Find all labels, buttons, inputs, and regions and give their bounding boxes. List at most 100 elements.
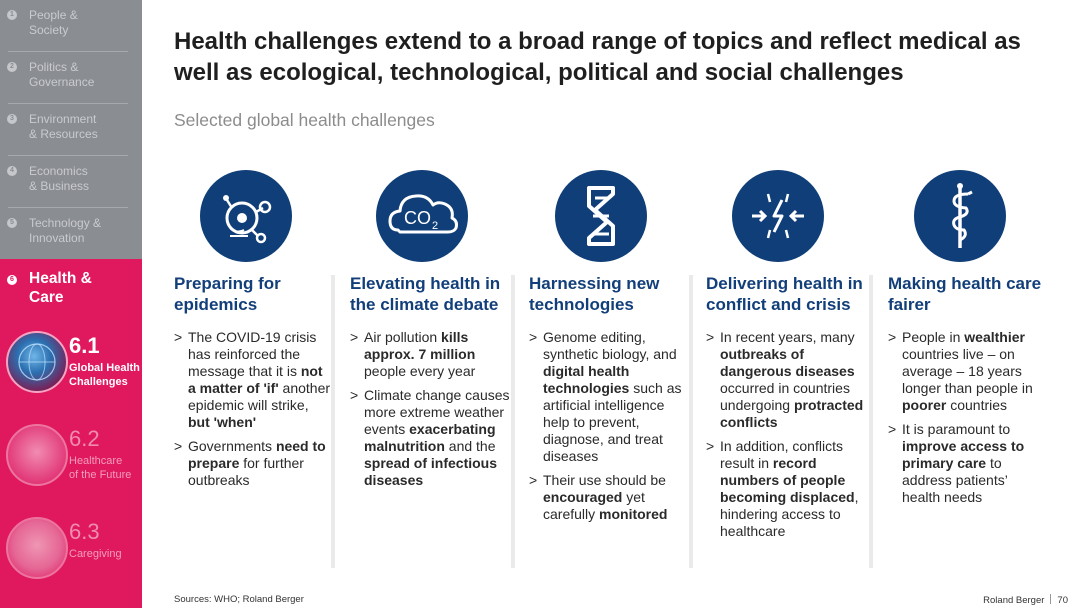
nav-item-economics-business[interactable]: 4 Economics & Business	[0, 156, 142, 208]
nav-item-politics-governance[interactable]: 2 Politics & Governance	[0, 52, 142, 104]
healthcare-thumbnail-icon	[6, 424, 68, 486]
bullet-item: In addition, conflicts result in record …	[706, 438, 866, 540]
nav-label: People & Society	[29, 8, 78, 37]
bullet-list: People in wealthier countries live – on …	[888, 329, 1048, 513]
bullet-text-bold: not a matter of 'if'	[188, 363, 323, 396]
bullet-text: for further outbreaks	[188, 455, 304, 488]
column-divider	[331, 275, 335, 568]
bullet-text: Governments	[188, 438, 276, 454]
page-title: Health challenges extend to a broad rang…	[174, 28, 1021, 86]
bullet-item: The COVID-19 crisis has reinforced the m…	[174, 329, 334, 431]
bullet-text: In addition, conflicts result in	[720, 438, 843, 471]
dna-icon	[555, 170, 647, 262]
nav-label: Environment & Resources	[29, 112, 98, 141]
column-title: Elevating health in the climate debate	[350, 274, 501, 314]
subnav-title: Healthcare of the Future	[69, 455, 132, 481]
bullet-text-bold: record numbers of people becoming displa…	[720, 455, 855, 505]
column-title: Delivering health in conflict and crisis	[706, 274, 863, 314]
divider	[1050, 594, 1052, 604]
divider	[8, 155, 128, 156]
bullet-item: People in wealthier countries live – on …	[888, 329, 1048, 414]
bullet-text: countries	[946, 397, 1008, 413]
subnav-item-caregiving[interactable]: 6.3 Caregiving	[0, 517, 142, 587]
bullet-text: another epidemic will strike,	[188, 380, 331, 413]
subnav-item-healthcare-future[interactable]: 6.2 Healthcare of the Future	[0, 424, 142, 494]
column-conflict: Delivering health in conflict and crisis…	[706, 170, 876, 570]
bullet-item: Their use should be encouraged yet caref…	[529, 472, 689, 523]
bullet-list: The COVID-19 crisis has reinforced the m…	[174, 329, 334, 496]
sidebar: 1 People & Society 2 Politics & Governan…	[0, 0, 142, 608]
svg-text:CO: CO	[404, 208, 431, 228]
nav-number: 1	[7, 10, 17, 20]
bullet-text: countries live – on average – 18 years l…	[902, 346, 1033, 396]
bullet-list: Air pollution kills approx. 7 million pe…	[350, 329, 510, 496]
divider	[8, 103, 128, 104]
bullet-text-bold: spread of infectious diseases	[364, 455, 498, 488]
bullet-text-bold: digital health technologies	[543, 363, 630, 396]
bullet-text-bold: kills approx. 7 million	[364, 329, 476, 362]
column-title: Preparing for epidemics	[174, 274, 281, 314]
bullet-item: In recent years, many outbreaks of dange…	[706, 329, 866, 431]
bullet-text: and the	[444, 438, 496, 454]
nav-number: 2	[7, 62, 17, 72]
bullet-text: yet carefully	[543, 489, 645, 522]
bullet-text: people every year	[364, 363, 476, 379]
subnav-title: Global Health Challenges	[69, 362, 140, 388]
nav-label: Health & Care	[29, 270, 92, 306]
virus-icon	[200, 170, 292, 262]
bullet-text: In recent years, many	[720, 329, 855, 345]
column-epidemics: Preparing for epidemics The COVID-19 cri…	[174, 170, 344, 570]
divider	[8, 51, 128, 52]
bullet-list: In recent years, many outbreaks of dange…	[706, 329, 866, 547]
svg-text:2: 2	[432, 220, 438, 232]
bullet-text-bold: exacerbating malnutrition	[364, 421, 496, 454]
nav-label: Economics & Business	[29, 164, 90, 193]
subnav-number: 6.2	[69, 426, 100, 451]
bullet-text: to address patients’ health needs	[902, 455, 1008, 505]
source-note: Sources: WHO; Roland Berger	[174, 594, 304, 605]
bullet-item: It is paramount to improve access to pri…	[888, 421, 1048, 506]
subnav-item-global-health[interactable]: 6.1 Global Health Challenges	[0, 331, 142, 401]
column-technologies: Harnessing new technologies Genome editi…	[529, 170, 699, 570]
bullet-text-bold: protracted conflicts	[720, 397, 864, 430]
column-divider	[511, 275, 515, 568]
column-title: Making health care fairer	[888, 274, 1042, 314]
caduceus-icon	[914, 170, 1006, 262]
bullet-text-bold: but 'when'	[188, 414, 257, 430]
bullet-text: , hindering access to healthcare	[720, 489, 859, 539]
bullet-text-bold: encouraged	[543, 489, 623, 505]
bullet-text: Climate change causes more extreme weath…	[364, 387, 510, 437]
nav-label: Technology & Innovation	[29, 216, 102, 245]
bullet-text-bold: poorer	[902, 397, 947, 413]
bullet-text-bold: need to prepare	[188, 438, 326, 471]
conflict-icon	[732, 170, 824, 262]
bullet-text: It is paramount to	[902, 421, 1011, 437]
bullet-text: Their use should be	[543, 472, 666, 488]
co2-cloud-icon: CO 2	[376, 170, 468, 262]
bullet-text: such as artificial intelligence help to …	[543, 380, 682, 464]
page-footer: Roland Berger 70	[983, 594, 1068, 606]
nav-item-environment-resources[interactable]: 3 Environment & Resources	[0, 104, 142, 156]
column-divider	[689, 275, 693, 568]
subnav-title: Caregiving	[69, 548, 122, 560]
nav-number: 5	[7, 218, 17, 228]
column-title: Harnessing new technologies	[529, 274, 660, 314]
column-fairer-care: Making health care fairer People in weal…	[888, 170, 1058, 570]
nav-item-technology-innovation[interactable]: 5 Technology & Innovation	[0, 208, 142, 260]
column-divider	[869, 275, 873, 568]
nav-item-health-care[interactable]: 6 Health & Care 6.1 Global Health Challe…	[0, 259, 142, 608]
bullet-text-bold: monitored	[599, 506, 668, 522]
bullet-text: Air pollution	[364, 329, 442, 345]
nav-label: Politics & Governance	[29, 60, 95, 89]
subnav-number: 6.3	[69, 519, 100, 544]
nav-item-people-society[interactable]: 1 People & Society	[0, 0, 142, 52]
column-climate: CO 2 Elevating health in the climate deb…	[350, 170, 520, 570]
bullet-item: Governments need to prepare for further …	[174, 438, 334, 489]
bullet-item: Climate change causes more extreme weath…	[350, 387, 510, 489]
bullet-text-bold: improve access to primary care	[902, 438, 1025, 471]
bullet-text-bold: wealthier	[964, 329, 1025, 345]
page-number: 70	[1057, 595, 1068, 606]
bullet-item: Air pollution kills approx. 7 million pe…	[350, 329, 510, 380]
page-subtitle: Selected global health challenges	[174, 110, 435, 130]
nav-number: 4	[7, 166, 17, 176]
